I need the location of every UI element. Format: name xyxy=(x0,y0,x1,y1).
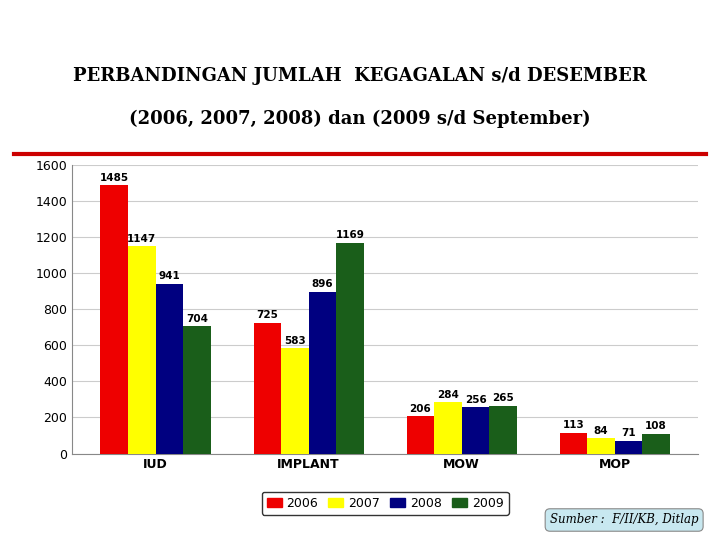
Bar xyxy=(462,407,490,454)
Text: 583: 583 xyxy=(284,336,306,346)
Text: (2006, 2007, 2008) dan (2009 s/d September): (2006, 2007, 2008) dan (2009 s/d Septemb… xyxy=(129,110,591,128)
Bar xyxy=(156,284,183,454)
PathPatch shape xyxy=(0,0,720,15)
Text: 1169: 1169 xyxy=(336,230,364,240)
Text: 896: 896 xyxy=(312,279,333,289)
Text: 108: 108 xyxy=(645,421,667,431)
Bar xyxy=(101,185,128,454)
Text: 256: 256 xyxy=(464,395,487,404)
Text: 284: 284 xyxy=(437,390,459,400)
Bar xyxy=(309,292,336,454)
Bar xyxy=(615,441,642,454)
Text: 206: 206 xyxy=(410,404,431,414)
Bar xyxy=(559,433,588,454)
Text: 941: 941 xyxy=(158,271,180,281)
Bar xyxy=(183,327,211,454)
Text: 265: 265 xyxy=(492,393,514,403)
Text: 1147: 1147 xyxy=(127,234,156,244)
Bar xyxy=(642,434,670,454)
Bar xyxy=(588,438,615,454)
Text: 725: 725 xyxy=(256,310,278,320)
Text: 704: 704 xyxy=(186,314,208,324)
Bar xyxy=(434,402,462,454)
Text: 1485: 1485 xyxy=(99,173,129,183)
Bar xyxy=(253,323,281,454)
Bar xyxy=(128,246,156,454)
Text: 71: 71 xyxy=(621,428,636,438)
Text: Sumber :  F/II/KB, Ditlap: Sumber : F/II/KB, Ditlap xyxy=(550,514,698,526)
Text: 84: 84 xyxy=(594,426,608,436)
Text: PERBANDINGAN JUMLAH  KEGAGALAN s/d DESEMBER: PERBANDINGAN JUMLAH KEGAGALAN s/d DESEMB… xyxy=(73,66,647,85)
Bar xyxy=(281,348,309,454)
Bar xyxy=(490,406,517,454)
Text: 113: 113 xyxy=(562,421,585,430)
Bar xyxy=(336,242,364,454)
Bar xyxy=(407,416,434,454)
Legend: 2006, 2007, 2008, 2009: 2006, 2007, 2008, 2009 xyxy=(261,491,509,515)
